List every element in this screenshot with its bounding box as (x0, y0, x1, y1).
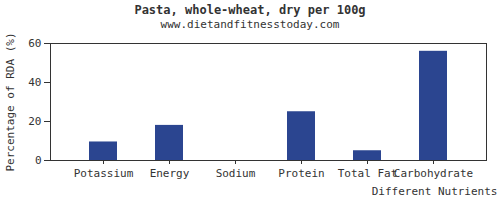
svg-text:40: 40 (28, 76, 41, 89)
svg-text:60: 60 (28, 37, 41, 50)
svg-text:Sodium: Sodium (216, 167, 256, 180)
svg-text:Total Fat: Total Fat (338, 167, 398, 180)
svg-text:Percentage of RDA (%): Percentage of RDA (%) (4, 32, 17, 171)
html-text:Pasta, whole-wheat, dry per 10: Pasta, whole-wheat, dry per 100g (134, 3, 366, 17)
svg-text:0: 0 (35, 154, 42, 167)
svg-text:Energy: Energy (150, 167, 190, 180)
svg-text:Potassium: Potassium (74, 167, 134, 180)
html-text:www.dietandfitnesstoday.com: www.dietandfitnesstoday.com (160, 18, 340, 31)
svg-text:20: 20 (28, 115, 41, 128)
svg-text:Carbohydrate: Carbohydrate (394, 167, 473, 180)
svg-text:Protein: Protein (278, 167, 324, 180)
svg-text:Different Nutrients: Different Nutrients (372, 185, 498, 198)
